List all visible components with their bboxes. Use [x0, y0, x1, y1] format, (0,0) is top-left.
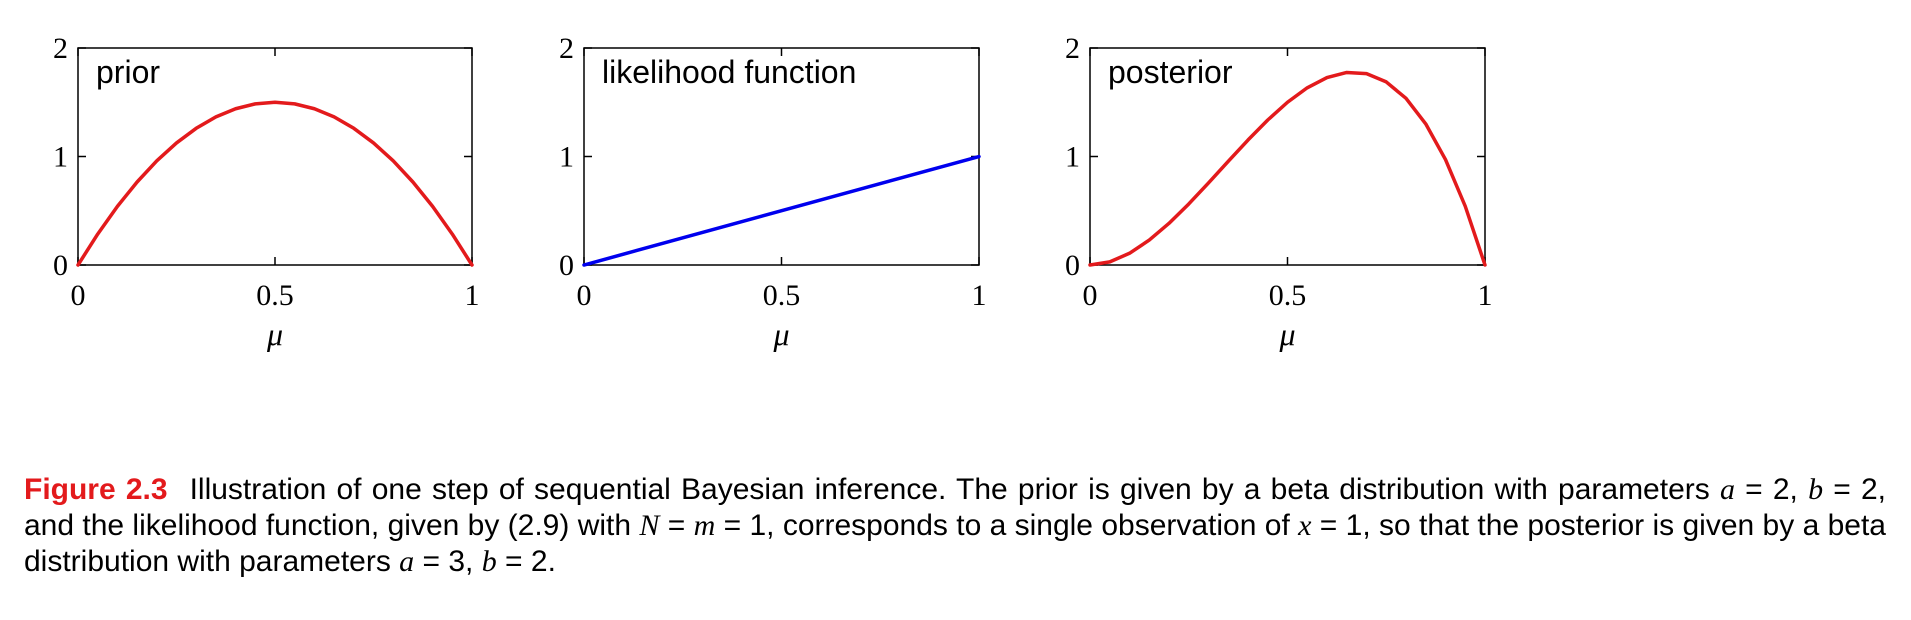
x-tick-label: 0	[577, 279, 592, 312]
caption-math-var: a	[1719, 473, 1735, 506]
x-tick-label: 0	[71, 279, 86, 312]
caption-text-segment: = 2, and the likelihood function, given …	[24, 473, 1886, 542]
caption-math-var: m	[693, 509, 716, 542]
panel-title: posterior	[1108, 54, 1233, 90]
y-tick-label: 0	[1065, 249, 1080, 282]
y-tick-label: 0	[559, 249, 574, 282]
chart-panel-2: 0 0.5 1 0 1 2 μ likelihood function	[559, 32, 987, 352]
y-tick-label: 2	[1065, 32, 1080, 65]
x-axis-label: μ	[772, 316, 789, 352]
series-line-3-1	[1088, 70, 1487, 267]
caption-text-segment: = 1, corresponds to a single observation…	[715, 509, 1299, 542]
caption-text-segment: = 3,	[414, 545, 482, 578]
caption-text: Illustration of one step of sequential B…	[24, 473, 1886, 578]
caption-text-segment: = 1, so that the posterior is given by a…	[24, 509, 1886, 578]
caption-text-segment: = 2,	[1734, 473, 1809, 506]
y-tick-label: 2	[53, 32, 68, 65]
caption-label: Figure 2.3	[24, 473, 168, 506]
caption-math-var: b	[1808, 473, 1824, 506]
x-tick-label: 0.5	[1269, 279, 1307, 312]
y-tick-label: 2	[559, 32, 574, 65]
panel-title: prior	[96, 54, 160, 90]
x-tick-label: 1	[465, 279, 480, 312]
caption-math-var: a	[399, 545, 415, 578]
caption-text-segment: with parameters	[1494, 473, 1720, 506]
y-tick-label: 1	[1065, 141, 1080, 174]
x-axis-label: μ	[1278, 316, 1295, 352]
x-tick-label: 1	[1478, 279, 1493, 312]
panel-title: likelihood function	[602, 54, 856, 90]
x-tick-label: 0.5	[256, 279, 294, 312]
series-line-2-1	[582, 154, 981, 267]
y-tick-label: 0	[53, 249, 68, 282]
caption-text-segment: =	[659, 509, 694, 542]
chart-panel-1: 0 0.5 1 0 1 2 μ prior	[53, 32, 480, 352]
y-tick-label: 1	[53, 141, 68, 174]
caption-math-var: N	[639, 509, 660, 542]
x-axis-label: μ	[266, 316, 283, 352]
chart-panel-3: 0 0.5 1 0 1 2 μ posterior	[1065, 32, 1493, 352]
x-tick-label: 0	[1083, 279, 1098, 312]
figure-caption: Figure 2.3 Illustration of one step of se…	[24, 472, 1886, 580]
series-line-1-1	[76, 100, 474, 267]
caption-math-var: x	[1298, 509, 1312, 542]
y-tick-label: 1	[559, 141, 574, 174]
x-tick-label: 1	[972, 279, 987, 312]
x-tick-label: 0.5	[763, 279, 801, 312]
figure: 0 0.5 1 0 1 2 μ prior 0 0.5 1 0 1 2 μ likelihood functi…	[53, 32, 1493, 352]
caption-text-segment: = 2.	[496, 545, 556, 578]
caption-text-segment: Illustration of one step of sequential B…	[189, 473, 1495, 506]
caption-math-var: b	[481, 545, 497, 578]
